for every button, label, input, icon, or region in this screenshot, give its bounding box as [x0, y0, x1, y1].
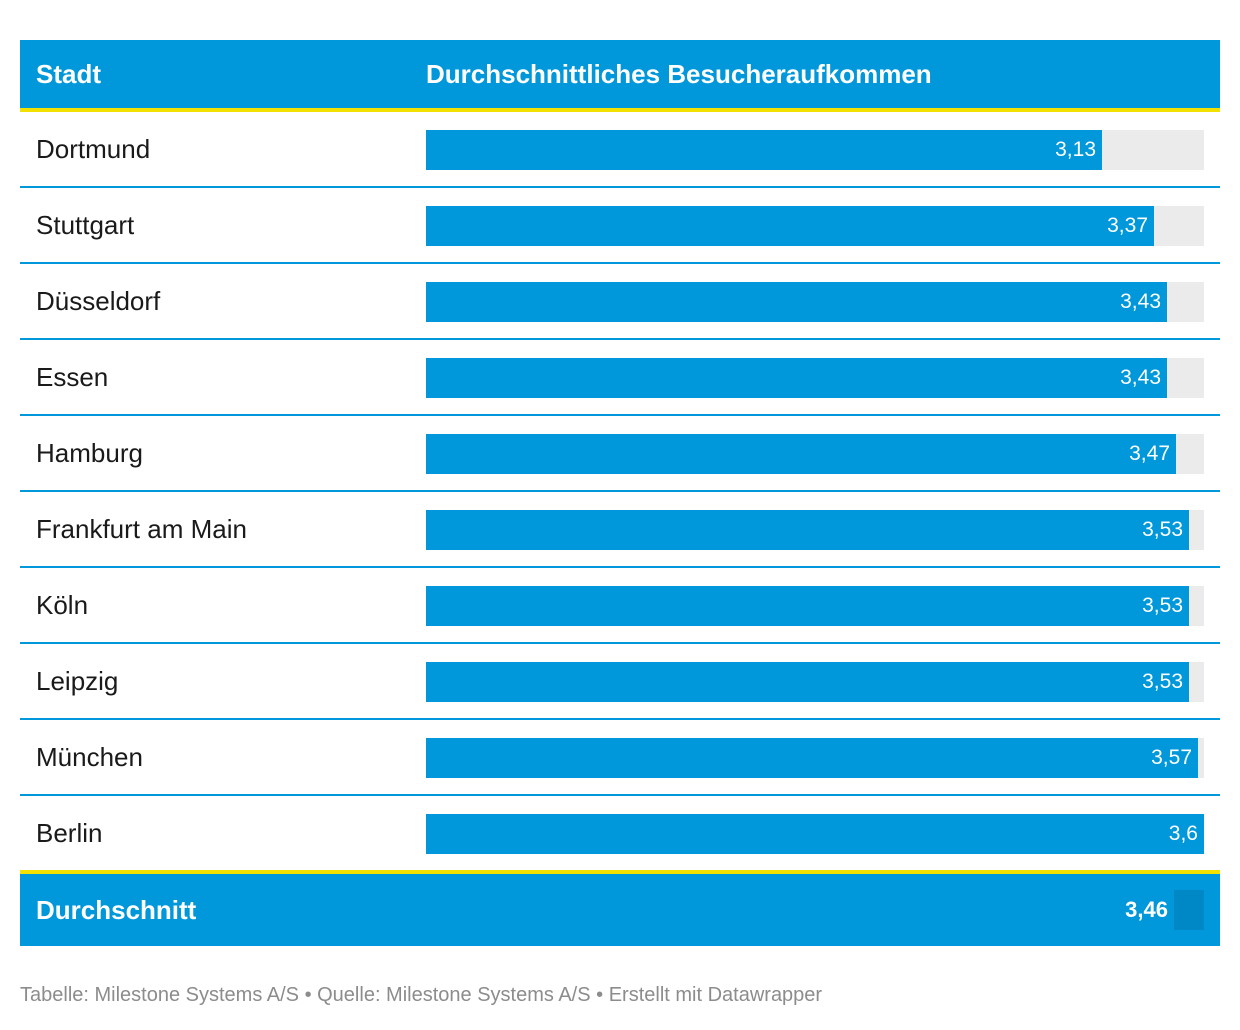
bar: 3,53 — [426, 586, 1189, 626]
table-row: München 3,57 — [20, 720, 1220, 796]
table-row: Köln 3,53 — [20, 568, 1220, 644]
city-label: Köln — [36, 590, 89, 620]
city-label: Dortmund — [36, 134, 151, 164]
bar-value-label: 3,47 — [1129, 442, 1170, 465]
average-label: Durchschnitt — [36, 895, 197, 925]
bar-value-label: 3,57 — [1151, 746, 1192, 769]
city-label: München — [36, 742, 143, 772]
bar: 3,53 — [426, 662, 1189, 702]
bar-track: 3,37 — [426, 206, 1204, 246]
bar-track: 3,6 — [426, 814, 1204, 854]
city-label: Essen — [36, 362, 109, 392]
table-row: Stuttgart 3,37 — [20, 188, 1220, 264]
bar: 3,37 — [426, 206, 1154, 246]
average-row: Durchschnitt 3,46 — [20, 870, 1220, 946]
table-row: Frankfurt am Main 3,53 — [20, 492, 1220, 568]
city-label: Düsseldorf — [36, 286, 161, 316]
bar-value-label: 3,6 — [1168, 822, 1198, 845]
bar-value-label: 3,43 — [1120, 290, 1161, 313]
bar-track: 3,43 — [426, 358, 1204, 398]
table-row: Leipzig 3,53 — [20, 644, 1220, 720]
table-row: Berlin 3,6 — [20, 796, 1220, 872]
bar-table: Stadt Durchschnittliches Besucheraufkomm… — [20, 40, 1220, 946]
bar-track: 3,13 — [426, 130, 1204, 170]
bar-value-label: 3,53 — [1142, 518, 1183, 541]
bar: 3,6 — [426, 814, 1204, 854]
bar-value-label: 3,53 — [1142, 670, 1183, 693]
bar-track: 3,53 — [426, 662, 1204, 702]
bar-value-label: 3,37 — [1107, 214, 1148, 237]
table-row: Dortmund 3,13 — [20, 112, 1220, 188]
bar-value-label: 3,43 — [1120, 366, 1161, 389]
city-label: Stuttgart — [36, 210, 135, 240]
bar: 3,43 — [426, 358, 1167, 398]
table-row: Hamburg 3,47 — [20, 416, 1220, 492]
bar: 3,57 — [426, 738, 1198, 778]
bar: 3,13 — [426, 130, 1102, 170]
city-label: Hamburg — [36, 438, 143, 468]
source-note: Tabelle: Milestone Systems A/S • Quelle:… — [20, 984, 823, 1006]
bar-track: 3,43 — [426, 282, 1204, 322]
bar: 3,47 — [426, 434, 1176, 474]
bar-track: 3,57 — [426, 738, 1204, 778]
average-swatch — [1174, 890, 1204, 930]
bar-track: 3,53 — [426, 510, 1204, 550]
bar-value-label: 3,13 — [1055, 138, 1096, 161]
bar-value-label: 3,53 — [1142, 594, 1183, 617]
city-label: Leipzig — [36, 666, 119, 696]
bar: 3,53 — [426, 510, 1189, 550]
bar-track: 3,53 — [426, 586, 1204, 626]
table-header: Stadt Durchschnittliches Besucheraufkomm… — [20, 40, 1220, 112]
table-row: Düsseldorf 3,43 — [20, 264, 1220, 340]
table-row: Essen 3,43 — [20, 340, 1220, 416]
header-city: Stadt — [36, 59, 101, 89]
city-label: Berlin — [36, 818, 103, 848]
header-visitor-volume: Durchschnittliches Besucheraufkommen — [426, 59, 932, 89]
bar-track: 3,47 — [426, 434, 1204, 474]
city-label: Frankfurt am Main — [36, 514, 247, 544]
bar: 3,43 — [426, 282, 1167, 322]
average-value: 3,46 — [1125, 897, 1168, 922]
table-rows: Dortmund 3,13 Stuttgart 3,37 Düsseldorf 3,43 E… — [20, 112, 1220, 872]
